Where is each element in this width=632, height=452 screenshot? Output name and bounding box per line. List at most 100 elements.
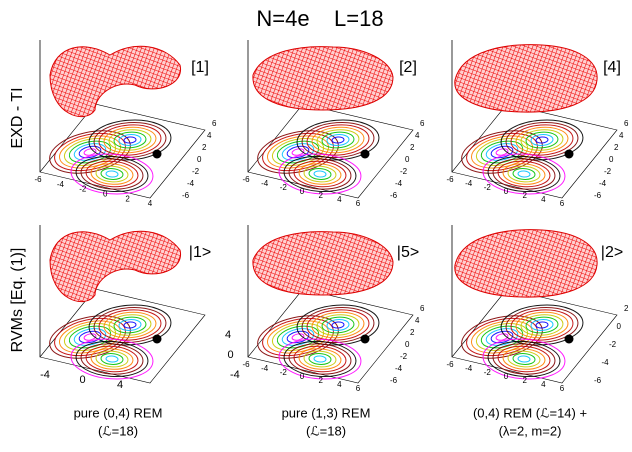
marker-dot	[152, 334, 162, 344]
contour	[73, 143, 107, 161]
contour	[510, 309, 574, 341]
surface	[252, 46, 394, 111]
contour	[75, 340, 149, 378]
y-tick-label: -4	[395, 179, 403, 188]
contour	[85, 160, 139, 188]
contour	[316, 129, 360, 151]
panel-label: |2>	[601, 244, 623, 261]
contour	[495, 333, 509, 341]
contour	[487, 340, 561, 378]
contour	[291, 148, 305, 156]
contour	[321, 131, 355, 149]
contour	[303, 350, 337, 368]
contour	[68, 140, 112, 164]
x-tick-label: -4	[465, 364, 473, 373]
x-tick-label: 2	[318, 191, 323, 200]
contour	[108, 314, 152, 336]
contour	[98, 309, 162, 341]
y-tick-label: 2	[624, 304, 629, 313]
contour	[75, 155, 149, 193]
contour	[306, 124, 370, 156]
y-tick-label: 0	[228, 349, 234, 361]
contour	[495, 148, 509, 156]
contour	[286, 145, 310, 159]
y-tick-label: -6	[182, 191, 190, 200]
y-tick-label: -2	[400, 352, 408, 361]
contour	[80, 158, 144, 190]
y-tick-label: -4	[230, 369, 240, 381]
contour	[70, 338, 154, 380]
contour	[482, 338, 566, 380]
caption: (0,4) REM (ℒ=14) +	[473, 405, 587, 420]
contour	[83, 333, 97, 341]
surface	[49, 230, 181, 303]
y-tick-label: -6	[594, 376, 602, 385]
contour	[291, 333, 305, 341]
contour	[262, 132, 334, 172]
x-tick-label: 0	[504, 187, 509, 196]
x-tick-label: -4	[261, 364, 269, 373]
y-tick-label: 0	[617, 322, 622, 331]
y-tick-label: 0	[405, 340, 410, 349]
contour	[326, 319, 350, 331]
caption: (λ=2, m=2)	[499, 423, 562, 438]
contour	[512, 168, 536, 180]
contour	[103, 126, 157, 154]
row-label: RVMs [Eq. (1)]	[9, 248, 26, 353]
contour	[308, 168, 332, 180]
contour	[123, 136, 137, 144]
marker-dot	[564, 149, 574, 159]
contour	[293, 160, 347, 188]
y-tick-label: -2	[192, 167, 200, 176]
contour	[497, 345, 551, 373]
x-tick-label: -6	[446, 360, 454, 369]
x-tick-label: 0	[103, 190, 108, 199]
contour	[490, 145, 514, 159]
contour	[95, 165, 129, 183]
x-tick-label: 0	[300, 372, 305, 381]
y-tick-label: 2	[202, 143, 207, 152]
contour	[276, 140, 320, 164]
contour	[108, 129, 152, 151]
contour	[105, 170, 119, 178]
contour	[88, 304, 172, 346]
contour	[308, 353, 332, 365]
marker-dot	[152, 149, 162, 159]
contour	[267, 320, 329, 354]
contour	[98, 124, 162, 156]
panel-label: [4]	[603, 59, 621, 76]
marker-dot	[564, 334, 574, 344]
surface	[454, 229, 598, 298]
x-tick-label: 6	[356, 199, 361, 208]
contour	[59, 135, 121, 169]
contour	[517, 170, 531, 178]
contour	[502, 163, 546, 185]
contour	[471, 135, 533, 169]
contour	[105, 355, 119, 363]
contour	[492, 158, 556, 190]
contour	[331, 136, 345, 144]
y-tick-label: 0	[609, 155, 614, 164]
contour	[281, 328, 315, 346]
contour	[487, 155, 561, 193]
y-tick-label: 0	[197, 155, 202, 164]
contour	[530, 134, 554, 146]
contour	[90, 163, 134, 185]
marker-dot	[360, 149, 370, 159]
y-tick-label: 4	[415, 316, 420, 325]
contour	[507, 350, 541, 368]
contour	[262, 317, 334, 357]
contour	[515, 311, 569, 339]
contour	[298, 348, 342, 370]
contour	[90, 348, 134, 370]
marker-dot	[360, 334, 370, 344]
x-tick-label: 4	[337, 380, 342, 389]
y-tick-label: 0	[405, 155, 410, 164]
x-tick-label: -6	[446, 175, 454, 184]
contour	[321, 316, 355, 334]
contour	[500, 119, 584, 161]
x-tick-label: 4	[541, 380, 546, 389]
